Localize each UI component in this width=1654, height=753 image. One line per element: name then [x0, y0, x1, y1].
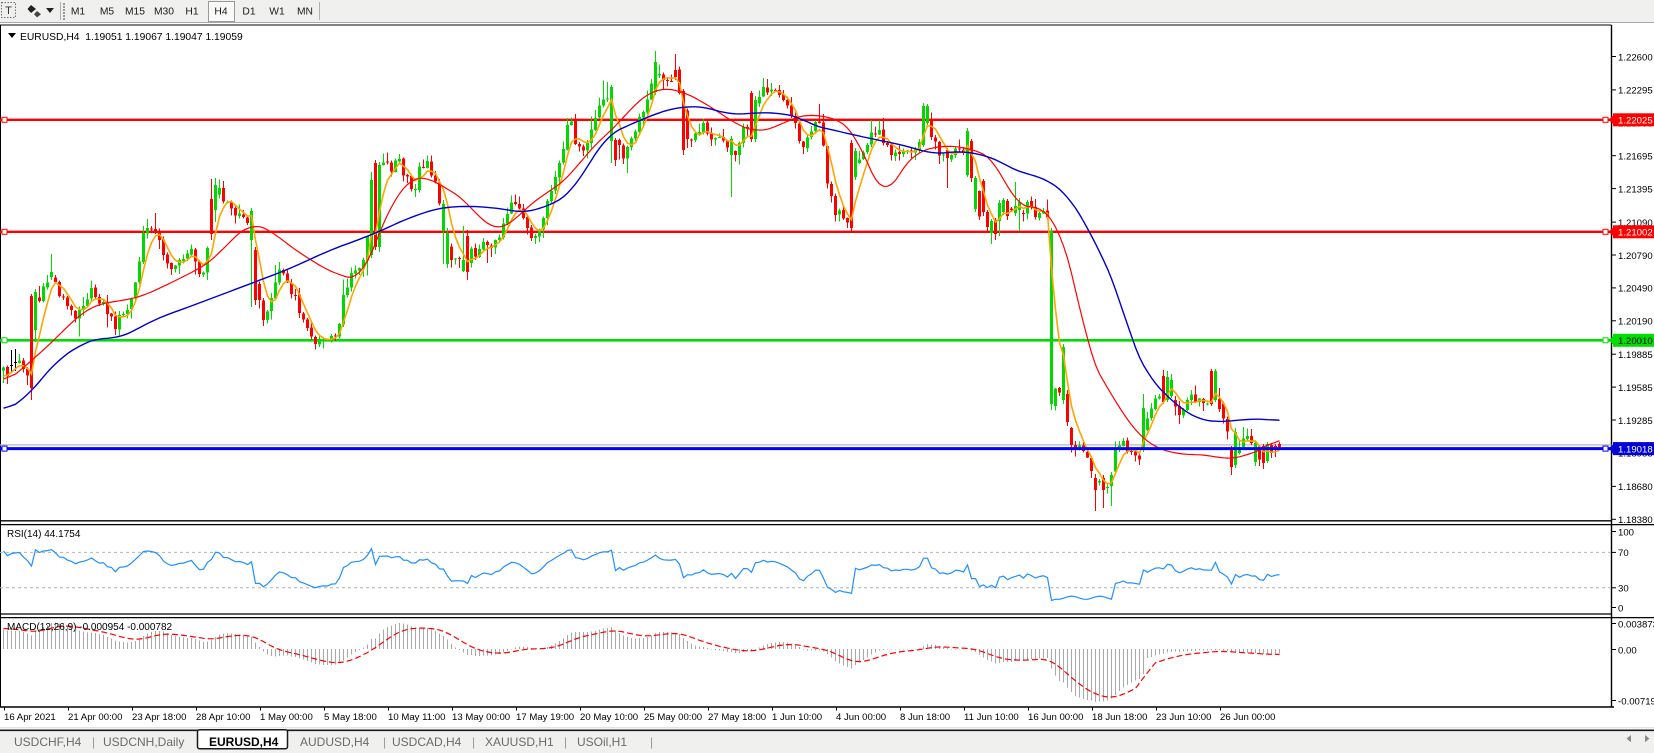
svg-text:21 Apr 00:00: 21 Apr 00:00: [68, 712, 122, 723]
svg-text:1.20190: 1.20190: [1618, 317, 1653, 328]
svg-text:|: |: [383, 735, 386, 749]
svg-text:1.18680: 1.18680: [1618, 482, 1653, 493]
svg-text:11 Jun 10:00: 11 Jun 10:00: [964, 712, 1019, 723]
svg-text:1 Jun 10:00: 1 Jun 10:00: [772, 712, 822, 723]
svg-text:M5: M5: [100, 7, 115, 18]
svg-text:EURUSD,H4: EURUSD,H4: [209, 735, 279, 749]
svg-text:|: |: [564, 735, 567, 749]
svg-text:USOil,H1: USOil,H1: [577, 735, 627, 749]
svg-text:1.22025: 1.22025: [1618, 116, 1653, 127]
svg-text:20 May 10:00: 20 May 10:00: [580, 712, 638, 723]
svg-text:1.22600: 1.22600: [1618, 52, 1653, 63]
svg-text:17 May 19:00: 17 May 19:00: [516, 712, 574, 723]
svg-text:D1: D1: [242, 7, 255, 18]
svg-text:27 May 18:00: 27 May 18:00: [708, 712, 766, 723]
svg-text:AUDUSD,H4: AUDUSD,H4: [300, 735, 370, 749]
svg-text:0: 0: [1618, 603, 1623, 614]
svg-text:1.22295: 1.22295: [1618, 86, 1653, 97]
svg-text:8 Jun 18:00: 8 Jun 18:00: [900, 712, 950, 723]
svg-text:0.003873: 0.003873: [1618, 619, 1654, 630]
svg-text:10 May 11:00: 10 May 11:00: [388, 712, 445, 723]
svg-text:1 May 00:00: 1 May 00:00: [260, 712, 313, 723]
svg-text:5 May 18:00: 5 May 18:00: [324, 712, 377, 723]
svg-text:100: 100: [1618, 527, 1634, 538]
svg-text:EURUSD,H4 1.19051 1.19067 1.1: EURUSD,H4 1.19051 1.19067 1.19047 1.1905…: [20, 32, 243, 43]
svg-text:23 Jun 10:00: 23 Jun 10:00: [1156, 712, 1211, 723]
svg-text:XAUUSD,H1: XAUUSD,H1: [485, 735, 554, 749]
svg-text:USDCNH,Daily: USDCNH,Daily: [103, 735, 184, 749]
svg-text:26 Jun 00:00: 26 Jun 00:00: [1220, 712, 1275, 723]
svg-text:-0.007195: -0.007195: [1618, 696, 1654, 707]
svg-text:16 Apr 2021: 16 Apr 2021: [4, 712, 56, 723]
svg-text:16 Jun 00:00: 16 Jun 00:00: [1028, 712, 1083, 723]
svg-text:1.20010: 1.20010: [1618, 336, 1653, 347]
svg-text:USDCHF,H4: USDCHF,H4: [14, 735, 82, 749]
svg-text:|: |: [92, 735, 95, 749]
svg-text:30: 30: [1618, 584, 1629, 595]
svg-text:0.00: 0.00: [1618, 645, 1637, 656]
svg-text:4 Jun 00:00: 4 Jun 00:00: [836, 712, 886, 723]
svg-text:|: |: [650, 735, 653, 749]
svg-text:W1: W1: [269, 7, 285, 18]
svg-text:1.21395: 1.21395: [1618, 184, 1653, 195]
svg-text:1.21090: 1.21090: [1618, 218, 1653, 229]
svg-text:M15: M15: [125, 7, 145, 18]
svg-text:13 May 00:00: 13 May 00:00: [452, 712, 510, 723]
svg-text:25 May 00:00: 25 May 00:00: [644, 712, 702, 723]
svg-text:1.19018: 1.19018: [1618, 444, 1653, 455]
svg-text:1.21002: 1.21002: [1618, 228, 1653, 239]
svg-text:1.20790: 1.20790: [1618, 251, 1653, 262]
svg-text:H4: H4: [214, 7, 227, 18]
svg-text:T: T: [5, 5, 12, 17]
svg-text:70: 70: [1618, 548, 1629, 559]
svg-text:MACD(12,26,9) -0.000954 -0.000: MACD(12,26,9) -0.000954 -0.000782: [7, 622, 173, 633]
svg-text:RSI(14) 44.1754: RSI(14) 44.1754: [7, 529, 81, 540]
svg-text:MN: MN: [297, 7, 313, 18]
svg-text:18 Jun 18:00: 18 Jun 18:00: [1092, 712, 1147, 723]
svg-text:1.19885: 1.19885: [1618, 350, 1653, 361]
svg-text:1.19585: 1.19585: [1618, 383, 1653, 394]
svg-text:H1: H1: [185, 7, 198, 18]
svg-text:USDCAD,H4: USDCAD,H4: [392, 735, 462, 749]
svg-text:|: |: [472, 735, 475, 749]
svg-text:23 Apr 18:00: 23 Apr 18:00: [132, 712, 186, 723]
svg-text:1.19285: 1.19285: [1618, 416, 1653, 427]
svg-text:M1: M1: [71, 7, 86, 18]
svg-text:28 Apr 10:00: 28 Apr 10:00: [196, 712, 250, 723]
svg-text:1.21695: 1.21695: [1618, 152, 1653, 163]
svg-text:1.20490: 1.20490: [1618, 284, 1653, 295]
svg-text:M30: M30: [154, 7, 174, 18]
svg-text:1.18380: 1.18380: [1618, 515, 1653, 526]
